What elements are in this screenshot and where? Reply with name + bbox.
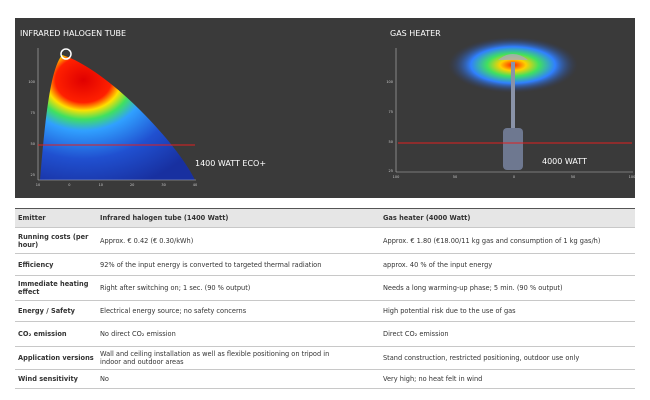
y-tick-label: 100 xyxy=(28,80,35,84)
table-row: Efficiency 92% of the input energy is con… xyxy=(15,254,635,276)
table-cell: 92% of the input energy is converted to … xyxy=(100,260,322,269)
table-row: Running costs (per hour) Approx. € 0.42 (… xyxy=(15,228,635,254)
table-row: Immediate heating effect Right after swit… xyxy=(15,276,635,301)
left-heatmap xyxy=(37,48,196,181)
x-tick-label: 50 xyxy=(571,175,575,179)
table-cell: Emitter xyxy=(18,214,46,222)
table-cell: Very high; no heat felt in wind xyxy=(383,375,483,383)
table-cell: Direct CO₂ emission xyxy=(383,330,449,338)
table-cell: approx. 40 % of the input energy xyxy=(383,260,493,269)
table-cell: Immediate heating effect xyxy=(18,280,89,296)
y-tick-label: 75 xyxy=(31,111,35,115)
y-tick-label: 75 xyxy=(389,110,393,114)
y-tick-label: 50 xyxy=(31,142,35,146)
y-tick-label: 25 xyxy=(389,169,393,173)
table-cell: No direct CO₂ emission xyxy=(100,330,176,338)
table-cell: CO₂ emission xyxy=(18,330,67,338)
table-cell: Energy / Safety xyxy=(18,307,75,315)
comparison-table: Emitter Infrared halogen tube (1400 Watt)… xyxy=(15,208,635,389)
panel-title: GAS HEATER xyxy=(390,29,441,38)
table-cell: Right after switching on; 1 sec. (90 % o… xyxy=(100,284,251,292)
x-tick-label: 100 xyxy=(393,175,400,179)
y-tick-label: 100 xyxy=(386,80,393,84)
table-cell: Wall and ceiling installation as well as… xyxy=(100,350,330,366)
table-cell: Gas heater (4000 Watt) xyxy=(383,214,471,222)
y-tick-label: 50 xyxy=(389,140,393,144)
x-tick-label: 100 xyxy=(629,175,636,179)
right-heatmap xyxy=(395,37,633,173)
x-tick-label: 0 xyxy=(513,175,515,179)
x-tick-label: 10 xyxy=(36,183,40,187)
table-cell: Application versions xyxy=(18,354,94,362)
table-cell: Needs a long warming-up phase; 5 min. (9… xyxy=(383,284,563,292)
table-cell: Wind sensitivity xyxy=(18,375,78,383)
table-row: Energy / Safety Electrical energy source;… xyxy=(15,301,635,322)
table-cell: No xyxy=(100,375,109,383)
x-tick-label: 0 xyxy=(68,183,70,187)
x-tick-label: 30 xyxy=(161,183,165,187)
table-row: Application versions Wall and ceiling ins… xyxy=(15,347,635,370)
panel-title: INFRARED HALOGEN TUBE xyxy=(20,29,126,38)
table-cell: Running costs (per hour) xyxy=(18,232,89,249)
table-row: CO₂ emission No direct CO₂ emission Direct… xyxy=(15,322,635,347)
table-cell: Electrical energy source; no safety conc… xyxy=(100,307,247,315)
x-tick-label: 10 xyxy=(99,183,103,187)
x-tick-label: 40 xyxy=(193,183,197,187)
table-row: Emitter Infrared halogen tube (1400 Watt)… xyxy=(15,208,635,228)
x-tick-label: 20 xyxy=(130,183,134,187)
table-cell: Infrared halogen tube (1400 Watt) xyxy=(100,214,229,222)
table-cell: Approx. € 1.80 (€18.00/11 kg gas and con… xyxy=(383,236,601,245)
table-cell: Stand construction, restricted positioni… xyxy=(383,354,580,362)
x-tick-label: 50 xyxy=(453,175,457,179)
y-tick-label: 25 xyxy=(31,173,35,177)
table-cell: High potential risk due to the use of ga… xyxy=(383,307,516,315)
panel-caption: 1400 WATT ECO+ xyxy=(195,159,266,168)
table-cell: Efficiency xyxy=(18,260,54,269)
panel-caption: 4000 WATT xyxy=(542,157,587,166)
table-cell: Approx. € 0.42 (€ 0.30/kWh) xyxy=(100,236,194,245)
table-row: Wind sensitivity No Very high; no heat fel… xyxy=(15,370,635,389)
